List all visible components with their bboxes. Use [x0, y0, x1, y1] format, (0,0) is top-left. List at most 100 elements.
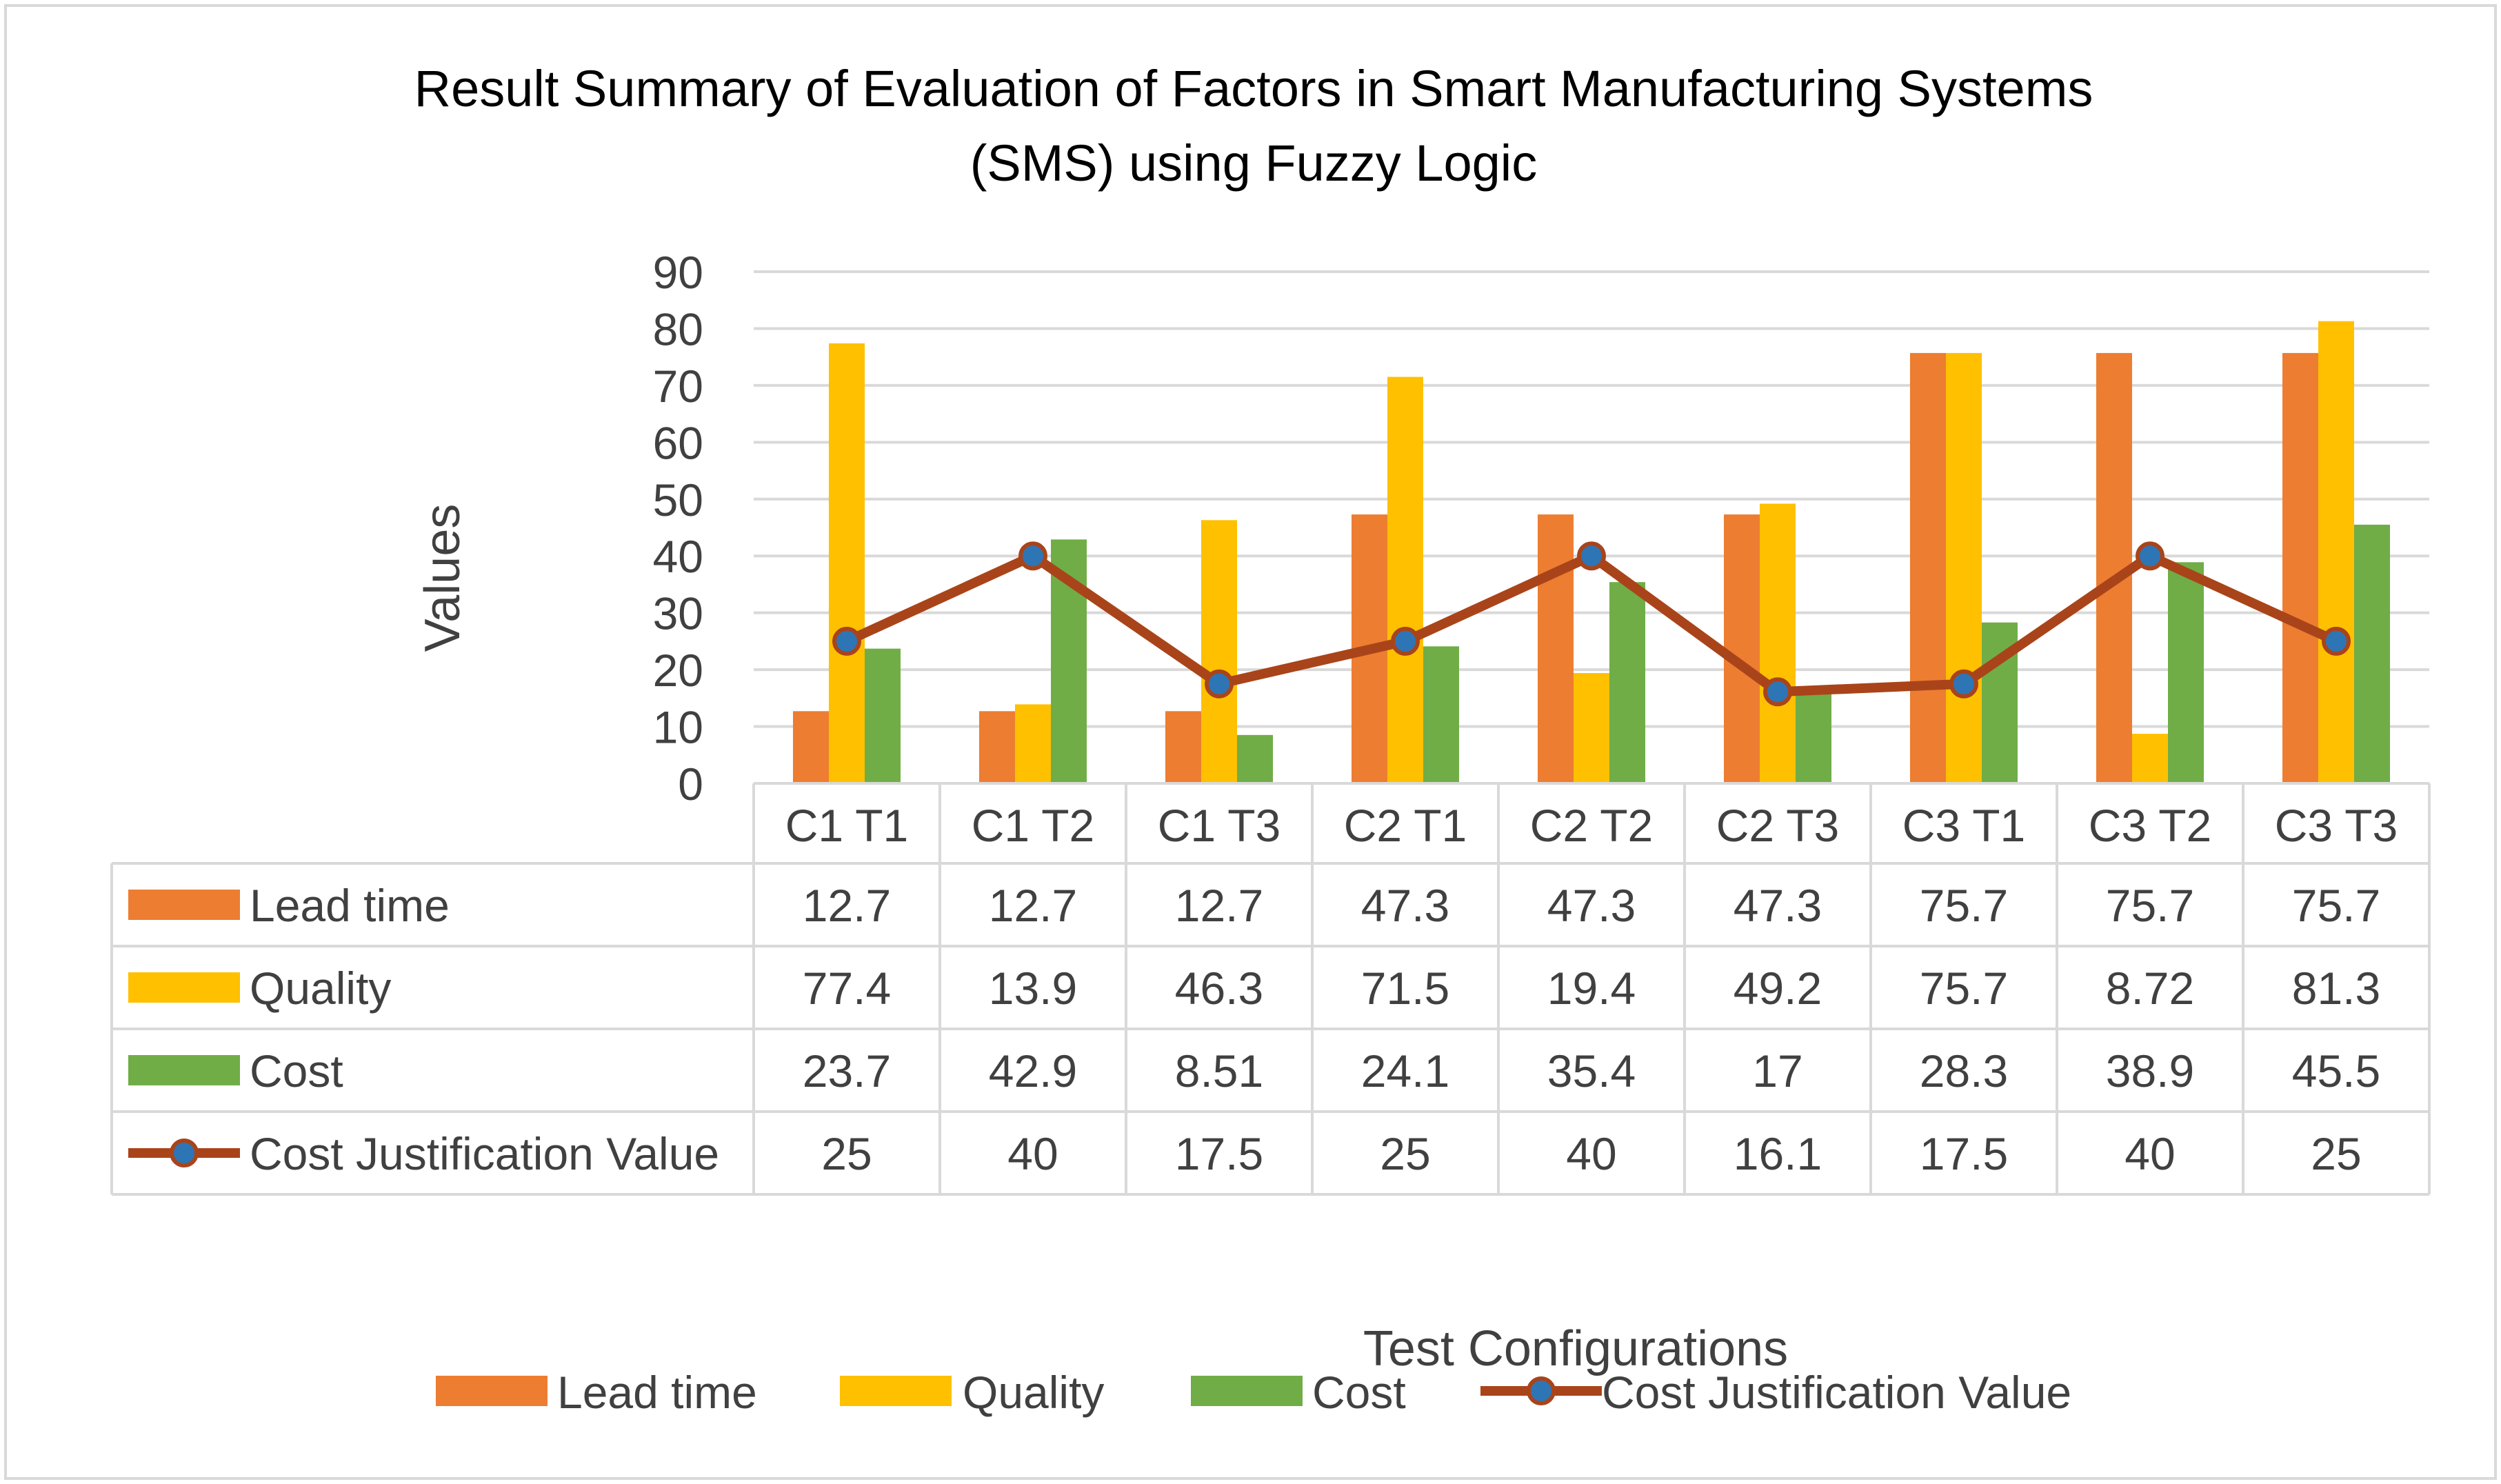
table-cell-cost-justification-value-c3-t2: 40: [2125, 1128, 2175, 1179]
x-axis-title: Test Configurations: [1363, 1321, 1788, 1376]
bar-lead-time-c1-t1: [793, 711, 829, 783]
bar-cost-c1-t3: [1237, 734, 1273, 783]
y-tick-50: 50: [653, 474, 703, 525]
category-label-c3-t2: C3 T2: [2089, 800, 2212, 851]
marker-cost-justification-value-c2-t2: [1577, 541, 1606, 571]
chart-title-line-2: (SMS) using Fuzzy Logic: [970, 134, 1538, 192]
table-cell-cost-justification-value-c3-t3: 25: [2311, 1128, 2361, 1179]
y-tick-60: 60: [653, 417, 703, 468]
bar-cost-c2-t1: [1423, 646, 1459, 783]
table-key-marker: [170, 1139, 199, 1167]
table-cell-cost-c1-t3: 8.51: [1175, 1045, 1263, 1096]
legend-label-quality: Quality: [963, 1367, 1104, 1418]
category-label-c2-t3: C2 T3: [1716, 800, 1840, 851]
table-cell-cost-c2-t3: 17: [1752, 1045, 1802, 1096]
table-cell-cost-c3-t3: 45.5: [2292, 1045, 2380, 1096]
table-cell-lead-time-c3-t1: 75.7: [1920, 880, 2008, 931]
gridlines: [754, 270, 2429, 785]
table-key-quality: [128, 972, 240, 1003]
table-row-label-lead-time: Lead time: [250, 880, 450, 931]
bar-lead-time-c1-t2: [979, 711, 1015, 783]
marker-cost-justification-value-c1-t2: [1018, 541, 1047, 571]
legend: Lead time Quality Cost Cost Justification V…: [436, 1367, 2071, 1418]
table-cell-cost-justification-value-c2-t3: 16.1: [1734, 1128, 1822, 1179]
data-table: C1 T1 C1 T2 C1 T3 C2 T1 C2 T2 C2 T3 C3 T1 C3 T2…: [110, 782, 2431, 1196]
marker-cost-justification-value-c1-t3: [1205, 669, 1234, 699]
bar-quality-c2-t2: [1574, 673, 1609, 783]
table-cell-quality-c3-t3: 81.3: [2292, 963, 2380, 1014]
y-tick-30: 30: [653, 588, 703, 639]
table-cell-cost-c3-t1: 28.3: [1920, 1045, 2008, 1096]
marker-cost-justification-value-c3-t3: [2322, 626, 2351, 656]
category-label-c1-t1: C1 T1: [785, 800, 909, 851]
y-tick-20: 20: [653, 645, 703, 696]
table-cell-quality-c2-t1: 71.5: [1361, 963, 1449, 1014]
marker-cost-justification-value-c2-t3: [1763, 677, 1792, 707]
legend-label-cost: Cost: [1312, 1367, 1406, 1418]
bar-cost-c2-t3: [1796, 686, 1831, 783]
category-label-c2-t2: C2 T2: [1530, 800, 1654, 851]
category-label-c1-t2: C1 T2: [972, 800, 1095, 851]
table-cell-quality-c1-t3: 46.3: [1175, 963, 1263, 1014]
legend-key-quality: [840, 1376, 952, 1406]
table-cell-cost-justification-value-c1-t2: 40: [1007, 1128, 1058, 1179]
table-cell-quality-c3-t2: 8.72: [2106, 963, 2194, 1014]
line-series: [832, 541, 2351, 707]
table-cell-cost-c2-t1: 24.1: [1361, 1045, 1449, 1096]
legend-key-cost: [1191, 1376, 1303, 1406]
category-label-c2-t1: C2 T1: [1344, 800, 1467, 851]
table-cell-cost-c1-t1: 23.7: [803, 1045, 891, 1096]
table-cell-cost-justification-value-c2-t2: 40: [1566, 1128, 1616, 1179]
category-label-c1-t3: C1 T3: [1158, 800, 1281, 851]
category-label-c3-t1: C3 T1: [1902, 800, 2026, 851]
table-key-cost: [128, 1055, 240, 1085]
legend-label-cost-justification-value: Cost Justification Value: [1602, 1367, 2071, 1418]
table-cell-cost-justification-value-c1-t1: 25: [821, 1128, 872, 1179]
table-row-label-quality: Quality: [250, 963, 391, 1014]
table-cell-cost-c3-t2: 38.9: [2106, 1045, 2194, 1096]
table-cell-quality-c2-t3: 49.2: [1734, 963, 1822, 1014]
table-cell-lead-time-c3-t2: 75.7: [2106, 880, 2194, 931]
bar-lead-time-c2-t2: [1538, 514, 1574, 783]
table-cell-lead-time-c1-t2: 12.7: [989, 880, 1077, 931]
bar-quality-c1-t3: [1201, 520, 1237, 783]
legend-key-lead-time: [436, 1376, 548, 1406]
bar-quality-c1-t2: [1015, 704, 1051, 783]
marker-cost-justification-value-c1-t1: [832, 626, 861, 656]
table-cell-lead-time-c2-t2: 47.3: [1547, 880, 1636, 931]
bar-quality-c3-t3: [2318, 321, 2354, 783]
table-row-label-cost-justification-value: Cost Justification Value: [250, 1128, 719, 1179]
bar-quality-c1-t1: [829, 343, 865, 783]
table-cell-quality-c3-t1: 75.7: [1920, 963, 2008, 1014]
table-cell-cost-justification-value-c3-t1: 17.5: [1920, 1128, 2008, 1179]
y-axis-title: Values: [415, 504, 470, 652]
table-cell-cost-c2-t2: 35.4: [1547, 1045, 1636, 1096]
table-cell-cost-justification-value-c2-t1: 25: [1380, 1128, 1430, 1179]
y-tick-40: 40: [653, 531, 703, 582]
table-cell-quality-c2-t2: 19.4: [1547, 963, 1636, 1014]
bar-quality-c3-t1: [1946, 352, 1982, 783]
y-tick-10: 10: [653, 702, 703, 753]
bar-cost-c3-t2: [2168, 562, 2204, 783]
legend-label-lead-time: Lead time: [557, 1367, 757, 1418]
table-cell-quality-c1-t2: 13.9: [989, 963, 1077, 1014]
marker-cost-justification-value-c2-t1: [1391, 626, 1420, 656]
marker-cost-justification-value-c3-t2: [2136, 541, 2164, 571]
bar-lead-time-c1-t3: [1165, 711, 1201, 783]
bar-cost-c1-t1: [865, 648, 901, 783]
chart-title-line-1: Result Summary of Evaluation of Factors …: [414, 60, 2093, 117]
table-cell-lead-time-c2-t1: 47.3: [1361, 880, 1449, 931]
table-cell-cost-justification-value-c1-t3: 17.5: [1175, 1128, 1263, 1179]
y-tick-80: 80: [653, 303, 703, 354]
bar-quality-c3-t2: [2132, 734, 2168, 783]
marker-cost-justification-value-c3-t1: [1949, 669, 1978, 699]
legend-key-marker: [1527, 1376, 1556, 1405]
table-cell-lead-time-c1-t1: 12.7: [803, 880, 891, 931]
bar-lead-time-c2-t3: [1724, 514, 1760, 783]
table-cell-lead-time-c3-t3: 75.7: [2292, 880, 2380, 931]
category-label-c3-t3: C3 T3: [2275, 800, 2398, 851]
bar-quality-c2-t1: [1387, 377, 1423, 783]
table-cell-cost-c1-t2: 42.9: [989, 1045, 1077, 1096]
bar-lead-time-c3-t3: [2282, 352, 2318, 783]
